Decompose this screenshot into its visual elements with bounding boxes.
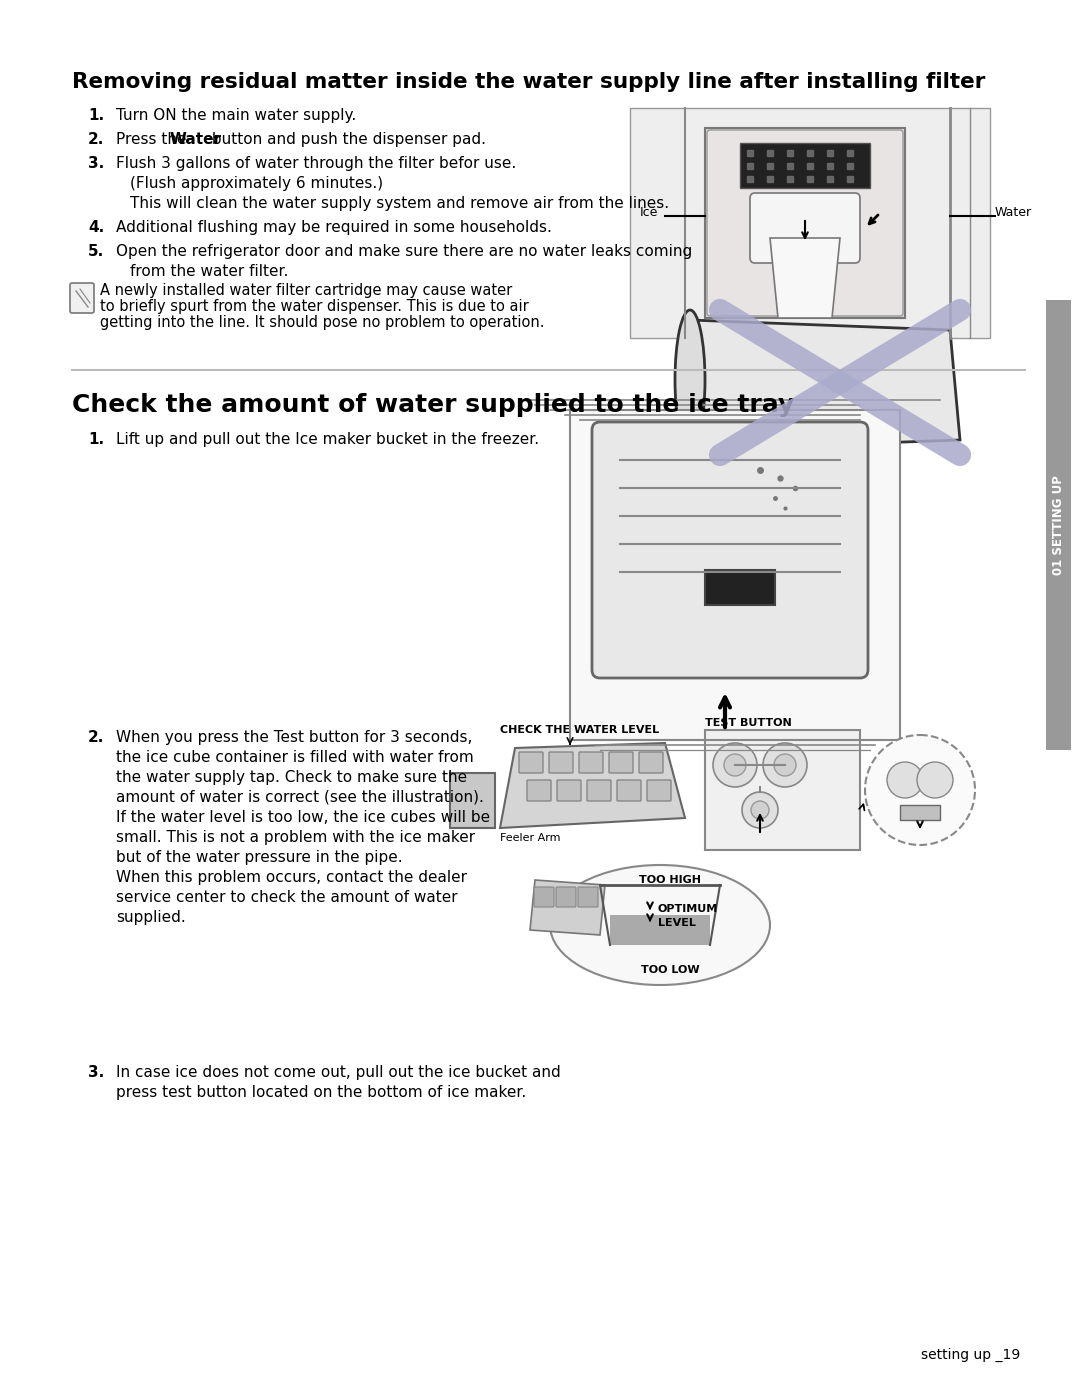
Polygon shape bbox=[530, 879, 605, 934]
FancyBboxPatch shape bbox=[647, 780, 671, 801]
Text: Check the amount of water supplied to the ice tray: Check the amount of water supplied to th… bbox=[72, 393, 794, 416]
Text: from the water filter.: from the water filter. bbox=[130, 264, 288, 279]
Text: (Flush approximately 6 minutes.): (Flush approximately 6 minutes.) bbox=[130, 176, 383, 191]
Text: Additional flushing may be required in some households.: Additional flushing may be required in s… bbox=[116, 220, 552, 235]
Text: Press the: Press the bbox=[116, 132, 191, 147]
Circle shape bbox=[774, 754, 796, 776]
FancyBboxPatch shape bbox=[519, 752, 543, 774]
Circle shape bbox=[762, 743, 807, 787]
FancyBboxPatch shape bbox=[70, 283, 94, 313]
Text: to briefly spurt from the water dispenser. This is due to air: to briefly spurt from the water dispense… bbox=[100, 300, 529, 315]
Circle shape bbox=[742, 791, 778, 829]
Text: TOO HIGH: TOO HIGH bbox=[639, 875, 701, 885]
Text: Ice: Ice bbox=[640, 206, 659, 220]
FancyBboxPatch shape bbox=[707, 131, 903, 316]
FancyBboxPatch shape bbox=[750, 192, 860, 262]
Bar bbox=[570, 409, 900, 741]
Bar bbox=[450, 774, 495, 829]
Text: Water: Water bbox=[170, 132, 222, 147]
Text: CHECK THE WATER LEVEL: CHECK THE WATER LEVEL bbox=[500, 725, 659, 735]
Bar bbox=[900, 805, 940, 820]
Text: service center to check the amount of water: service center to check the amount of wa… bbox=[116, 890, 458, 905]
Bar bbox=[705, 730, 860, 851]
Text: In case ice does not come out, pull out the ice bucket and: In case ice does not come out, pull out … bbox=[116, 1065, 561, 1080]
Circle shape bbox=[713, 743, 757, 787]
Text: setting up _19: setting up _19 bbox=[921, 1348, 1020, 1362]
Text: When this problem occurs, contact the dealer: When this problem occurs, contact the de… bbox=[116, 870, 467, 885]
Text: the water supply tap. Check to make sure the: the water supply tap. Check to make sure… bbox=[116, 769, 468, 785]
FancyBboxPatch shape bbox=[534, 888, 554, 907]
FancyBboxPatch shape bbox=[549, 752, 573, 774]
Text: amount of water is correct (see the illustration).: amount of water is correct (see the illu… bbox=[116, 790, 484, 805]
Circle shape bbox=[751, 801, 769, 819]
FancyBboxPatch shape bbox=[639, 752, 663, 774]
Text: Water: Water bbox=[995, 206, 1032, 220]
Text: Removing residual matter inside the water supply line after installing filter: Removing residual matter inside the wate… bbox=[72, 71, 985, 92]
Text: Flush 3 gallons of water through the filter befor use.: Flush 3 gallons of water through the fil… bbox=[116, 157, 516, 170]
Text: Feeler Arm: Feeler Arm bbox=[500, 833, 561, 844]
Ellipse shape bbox=[675, 311, 705, 451]
Ellipse shape bbox=[550, 866, 770, 985]
Circle shape bbox=[917, 763, 953, 798]
FancyBboxPatch shape bbox=[527, 780, 551, 801]
Circle shape bbox=[865, 735, 975, 845]
Polygon shape bbox=[610, 915, 710, 945]
Text: but of the water pressure in the pipe.: but of the water pressure in the pipe. bbox=[116, 851, 403, 866]
Bar bbox=[705, 570, 775, 605]
Text: When you press the Test button for 3 seconds,: When you press the Test button for 3 sec… bbox=[116, 730, 472, 745]
Text: getting into the line. It should pose no problem to operation.: getting into the line. It should pose no… bbox=[100, 315, 544, 330]
Bar bbox=[630, 109, 990, 338]
Text: small. This is not a problem with the ice maker: small. This is not a problem with the ic… bbox=[116, 830, 475, 845]
Bar bbox=[705, 128, 905, 317]
Text: Turn ON the main water supply.: Turn ON the main water supply. bbox=[116, 109, 356, 124]
Text: TEST BUTTON: TEST BUTTON bbox=[705, 719, 792, 728]
Text: If the water level is too low, the ice cubes will be: If the water level is too low, the ice c… bbox=[116, 811, 490, 824]
FancyBboxPatch shape bbox=[556, 888, 576, 907]
FancyBboxPatch shape bbox=[578, 888, 598, 907]
Text: 3.: 3. bbox=[87, 157, 105, 170]
FancyBboxPatch shape bbox=[588, 780, 611, 801]
Text: LEVEL: LEVEL bbox=[658, 918, 696, 927]
Circle shape bbox=[724, 754, 746, 776]
Circle shape bbox=[887, 763, 923, 798]
Text: 1.: 1. bbox=[87, 109, 104, 124]
Text: 2.: 2. bbox=[87, 730, 105, 745]
Bar bbox=[1047, 300, 1071, 750]
Text: Open the refrigerator door and make sure there are no water leaks coming: Open the refrigerator door and make sure… bbox=[116, 245, 692, 260]
Text: OPTIMUM: OPTIMUM bbox=[658, 904, 718, 914]
Text: Lift up and pull out the Ice maker bucket in the freezer.: Lift up and pull out the Ice maker bucke… bbox=[116, 431, 539, 447]
Text: This will clean the water supply system and remove air from the lines.: This will clean the water supply system … bbox=[130, 196, 670, 212]
Text: supplied.: supplied. bbox=[116, 910, 186, 925]
FancyBboxPatch shape bbox=[609, 752, 633, 774]
Text: button and push the dispenser pad.: button and push the dispenser pad. bbox=[207, 132, 486, 147]
Text: 01 SETTING UP: 01 SETTING UP bbox=[1052, 475, 1065, 574]
Text: press test button located on the bottom of ice maker.: press test button located on the bottom … bbox=[116, 1085, 526, 1101]
Text: 4.: 4. bbox=[87, 220, 105, 235]
Text: 3.: 3. bbox=[87, 1065, 105, 1080]
Text: 5.: 5. bbox=[87, 245, 105, 260]
Text: A newly installed water filter cartridge may cause water: A newly installed water filter cartridge… bbox=[100, 283, 512, 298]
Polygon shape bbox=[680, 320, 960, 451]
FancyBboxPatch shape bbox=[557, 780, 581, 801]
Bar bbox=[740, 143, 870, 188]
Text: 1.: 1. bbox=[87, 431, 104, 447]
Text: TOO LOW: TOO LOW bbox=[640, 965, 700, 976]
Polygon shape bbox=[770, 238, 840, 317]
FancyBboxPatch shape bbox=[592, 422, 868, 677]
FancyBboxPatch shape bbox=[579, 752, 603, 774]
FancyBboxPatch shape bbox=[617, 780, 642, 801]
Text: the ice cube container is filled with water from: the ice cube container is filled with wa… bbox=[116, 750, 474, 765]
Text: 2.: 2. bbox=[87, 132, 105, 147]
Polygon shape bbox=[500, 743, 685, 829]
